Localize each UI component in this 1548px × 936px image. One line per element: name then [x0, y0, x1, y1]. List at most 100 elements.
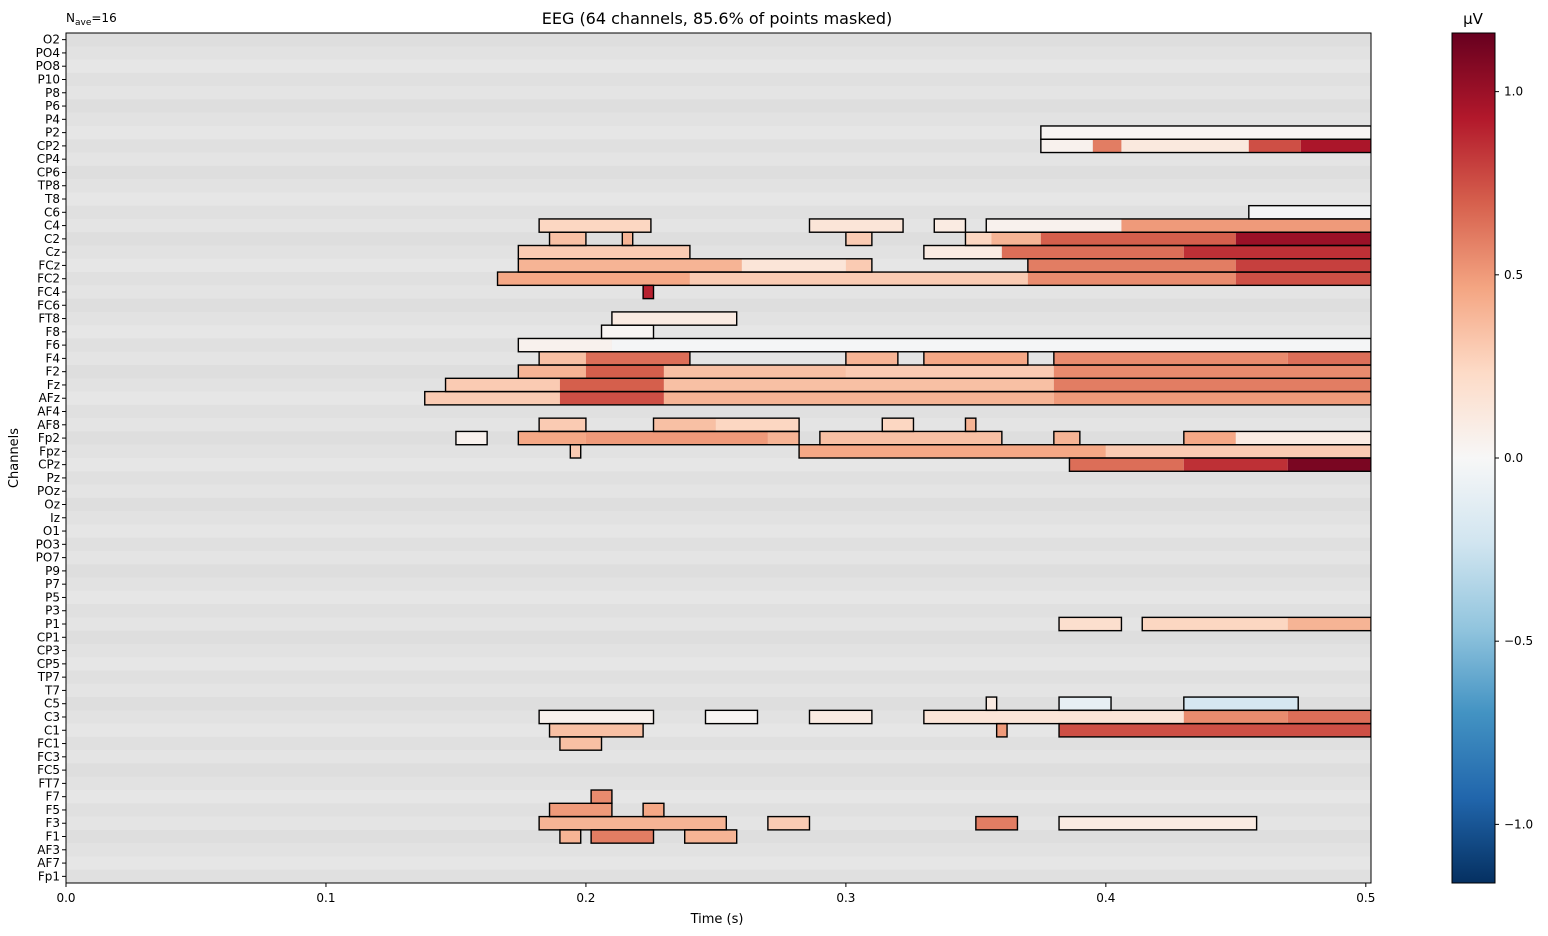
masked-row-P10 — [66, 72, 1371, 87]
sig-cell-C2 — [622, 232, 633, 246]
sig-cell-C4 — [1121, 218, 1371, 233]
channel-label-POz: POz — [37, 484, 60, 498]
channel-label-C5: C5 — [44, 697, 60, 711]
masked-row-P4 — [66, 112, 1371, 127]
channel-label-F1: F1 — [45, 830, 60, 844]
x-tick-label: 0.4 — [1096, 891, 1115, 905]
channel-label-FC4: FC4 — [37, 285, 60, 299]
sig-cell-Fz — [445, 378, 560, 392]
channel-label-F6: F6 — [45, 338, 60, 352]
masked-row-PO7 — [66, 550, 1371, 565]
channel-label-FC1: FC1 — [37, 737, 60, 751]
sig-cell-AF8 — [965, 418, 976, 432]
sig-outline-F1 — [590, 829, 655, 844]
sig-cell-F6 — [611, 338, 1371, 352]
colorbar-tick-label: −0.5 — [1504, 634, 1533, 648]
sig-cell-P1 — [1059, 617, 1122, 631]
masked-row-P3 — [66, 604, 1371, 618]
colorbar-gradient — [1451, 32, 1496, 884]
sig-outline-C3 — [704, 709, 759, 725]
channel-label-Oz: Oz — [44, 497, 60, 511]
sig-cell-AFz — [1053, 391, 1371, 405]
sig-cell-F4 — [585, 351, 690, 366]
sig-cell-AFz — [559, 391, 664, 405]
sig-cell-C1 — [996, 723, 1008, 737]
masked-row-CP5 — [66, 657, 1371, 671]
colorbar-label: µV — [1463, 10, 1484, 28]
significant-cells — [424, 125, 1371, 844]
sig-outline-Fp2 — [517, 430, 800, 446]
sig-cell-FCz — [1235, 258, 1371, 273]
nave-subscript: ave — [75, 18, 92, 28]
channel-label-Fp2: Fp2 — [38, 431, 60, 445]
channel-label-AF7: AF7 — [37, 856, 60, 870]
sig-cell-C3 — [923, 710, 1184, 724]
plot-area — [66, 33, 1371, 883]
masked-row-AF4 — [66, 404, 1371, 419]
channel-label-P10: P10 — [37, 72, 60, 86]
sig-cell-Cz — [923, 245, 1002, 259]
masked-row-C5 — [66, 697, 1371, 711]
sig-outline-F3 — [767, 815, 811, 831]
sig-cell-FC4 — [643, 285, 654, 299]
sig-cell-F3 — [975, 816, 1018, 830]
channel-label-PO4: PO4 — [36, 46, 60, 60]
sig-cell-CPz — [1069, 458, 1184, 472]
sig-cell-C3 — [809, 710, 872, 724]
masked-row-FC6 — [66, 298, 1371, 313]
sig-outline-F3 — [1058, 815, 1258, 831]
sig-outline-C2 — [845, 231, 873, 247]
channel-label-Fp1: Fp1 — [38, 869, 60, 883]
channel-label-CPz: CPz — [38, 458, 60, 472]
x-axis: 0.0 0.1 0.2 0.3 0.4 0.5 — [56, 883, 1375, 905]
sig-cell-C4 — [809, 218, 904, 233]
masked-row-FC1 — [66, 736, 1371, 751]
significance-outlines — [424, 125, 1371, 844]
sig-cell-Fp2 — [585, 431, 768, 445]
masked-row-O1 — [66, 524, 1371, 539]
channel-label-PO8: PO8 — [36, 59, 60, 73]
channel-label-CP6: CP6 — [37, 165, 60, 179]
sig-cell-AF8 — [715, 418, 800, 432]
masked-row-P1 — [66, 617, 1371, 632]
sig-cell-C1 — [549, 723, 644, 737]
channel-label-P7: P7 — [45, 577, 60, 591]
sig-outline-F3 — [975, 815, 1019, 831]
sig-outline-F1 — [559, 829, 582, 844]
masked-row-Iz — [66, 511, 1371, 525]
colorbar: µV −1.0 −0.5 0.0 0.5 1.0 — [1451, 10, 1533, 884]
sig-cell-F4 — [845, 351, 898, 366]
sig-cell-Fpz — [570, 444, 581, 458]
masked-row-PO8 — [66, 59, 1371, 74]
channel-label-T7: T7 — [44, 683, 60, 697]
masked-row-FT7 — [66, 776, 1371, 791]
channel-label-P4: P4 — [45, 112, 60, 126]
channel-label-P1: P1 — [45, 617, 60, 631]
sig-cell-Fp2 — [455, 431, 488, 445]
channel-label-CP5: CP5 — [37, 657, 60, 671]
masked-row-CP6 — [66, 165, 1371, 180]
channel-label-O1: O1 — [43, 524, 60, 538]
sig-cell-C5 — [986, 697, 997, 711]
sig-outline-C3 — [808, 709, 873, 725]
sig-cell-F2 — [518, 365, 586, 379]
masked-row-POz — [66, 484, 1371, 499]
sig-cell-F4 — [1053, 351, 1288, 366]
sig-cell-C3 — [1183, 710, 1288, 724]
channel-label-C4: C4 — [44, 219, 60, 233]
channel-label-P8: P8 — [45, 86, 60, 100]
sig-cell-AF8 — [653, 418, 716, 432]
sig-cell-Fp2 — [1235, 431, 1371, 445]
masked-row-CP4 — [66, 152, 1371, 167]
sig-cell-F2 — [845, 365, 1054, 379]
channel-label-T8: T8 — [44, 192, 60, 206]
colorbar-ticks: −1.0 −0.5 0.0 0.5 1.0 — [1495, 85, 1533, 831]
plot-frame — [65, 32, 1372, 884]
masked-row-PO4 — [66, 46, 1371, 61]
sig-cell-Fz — [559, 378, 664, 392]
sig-outline-FT8 — [611, 311, 738, 326]
channel-label-Cz: Cz — [45, 245, 60, 259]
colorbar-tick-label: 0.0 — [1504, 451, 1523, 465]
sig-outline-AFz — [424, 390, 1371, 406]
sig-cell-C5 — [1183, 697, 1299, 711]
